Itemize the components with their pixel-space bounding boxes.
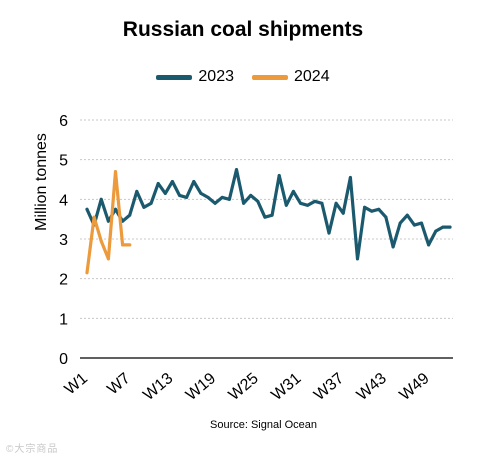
data-point-2023-33 [313, 199, 317, 203]
data-point-2023-14 [178, 193, 182, 197]
data-point-2023-36 [334, 201, 338, 205]
data-point-2023-23 [242, 201, 246, 205]
data-point-2023-25 [256, 199, 260, 203]
x-tick-label-W1: W1 [62, 370, 91, 399]
watermark: ©大宗商品 [6, 444, 59, 455]
legend-item-2024: 2024 [252, 68, 330, 86]
data-point-2023-39 [355, 257, 359, 261]
data-point-2023-31 [299, 201, 303, 205]
data-point-2023-48 [420, 221, 424, 225]
data-point-2023-47 [412, 223, 416, 227]
data-point-2023-11 [156, 181, 160, 185]
data-point-2023-28 [277, 174, 281, 178]
y-tick-label-5: 5 [59, 153, 68, 170]
source-note: Source: Signal Ocean [210, 419, 318, 431]
data-point-2023-16 [192, 179, 196, 183]
x-tick-label-W37: W37 [311, 370, 347, 404]
data-point-2023-15 [185, 195, 189, 199]
data-point-2023-26 [263, 215, 267, 219]
data-point-2023-13 [170, 179, 174, 183]
data-point-2023-52 [448, 225, 452, 229]
data-point-2023-7 [128, 213, 132, 217]
data-point-2023-50 [434, 229, 438, 233]
series-line-2023 [85, 168, 452, 261]
x-tick-label-W49: W49 [396, 370, 432, 404]
data-point-2023-35 [327, 231, 331, 235]
data-point-2024-2 [92, 215, 96, 219]
data-point-2023-18 [206, 195, 210, 199]
data-point-2023-32 [306, 203, 310, 207]
data-point-2023-38 [348, 176, 352, 180]
y-tick-label-2: 2 [59, 272, 68, 289]
data-point-2023-51 [441, 225, 445, 229]
data-point-2023-4 [106, 219, 110, 223]
data-point-2023-22 [234, 168, 238, 172]
data-point-2023-8 [135, 189, 139, 193]
data-point-2023-29 [284, 203, 288, 207]
data-point-2023-34 [320, 201, 324, 205]
legend-label-2024: 2024 [294, 68, 330, 85]
y-tick-label-6: 6 [59, 113, 68, 130]
data-point-2023-24 [249, 193, 253, 197]
data-point-2023-41 [370, 209, 374, 213]
legend-swatch-2023 [156, 74, 193, 80]
data-point-2023-27 [270, 213, 274, 217]
data-point-2023-30 [291, 189, 295, 193]
legend-item-2023: 2023 [156, 68, 234, 86]
legend: 2023 2024 [0, 68, 486, 86]
x-tick-label-W7: W7 [104, 370, 133, 399]
data-point-2023-44 [391, 245, 395, 249]
data-point-2023-46 [405, 213, 409, 217]
data-point-2023-9 [142, 205, 146, 209]
data-point-2023-37 [341, 211, 345, 215]
data-point-2023-45 [398, 221, 402, 225]
y-tick-label-1: 1 [59, 311, 68, 328]
data-point-2023-40 [363, 205, 367, 209]
data-point-2024-1 [85, 271, 89, 275]
data-point-2023-21 [227, 197, 231, 201]
data-point-2023-17 [199, 191, 203, 195]
data-point-2024-6 [121, 243, 125, 247]
data-point-2023-42 [377, 207, 381, 211]
y-tick-label-3: 3 [59, 232, 68, 249]
data-point-2023-3 [99, 197, 103, 201]
data-point-2024-3 [99, 239, 103, 243]
x-tick-label-W43: W43 [354, 370, 390, 404]
x-tick-label-W31: W31 [268, 370, 304, 404]
data-point-2023-10 [149, 201, 153, 205]
data-point-2023-12 [163, 191, 167, 195]
legend-label-2023: 2023 [198, 68, 234, 85]
data-point-2024-7 [128, 243, 132, 247]
x-tick-label-W25: W25 [226, 370, 262, 404]
data-point-2023-49 [427, 243, 431, 247]
x-tick-label-W19: W19 [183, 370, 219, 404]
x-tick-label-W13: W13 [140, 370, 176, 404]
data-point-2024-5 [113, 170, 117, 174]
y-tick-label-4: 4 [59, 192, 68, 209]
data-point-2024-4 [106, 257, 110, 261]
data-point-2023-20 [220, 195, 224, 199]
data-point-2023-43 [384, 215, 388, 219]
legend-swatch-2024 [252, 74, 288, 80]
data-point-2023-1 [85, 207, 89, 211]
data-point-2023-19 [213, 201, 217, 205]
y-tick-label-0: 0 [59, 351, 68, 368]
data-point-2023-5 [113, 207, 117, 211]
chart-title: Russian coal shipments [122, 18, 364, 41]
